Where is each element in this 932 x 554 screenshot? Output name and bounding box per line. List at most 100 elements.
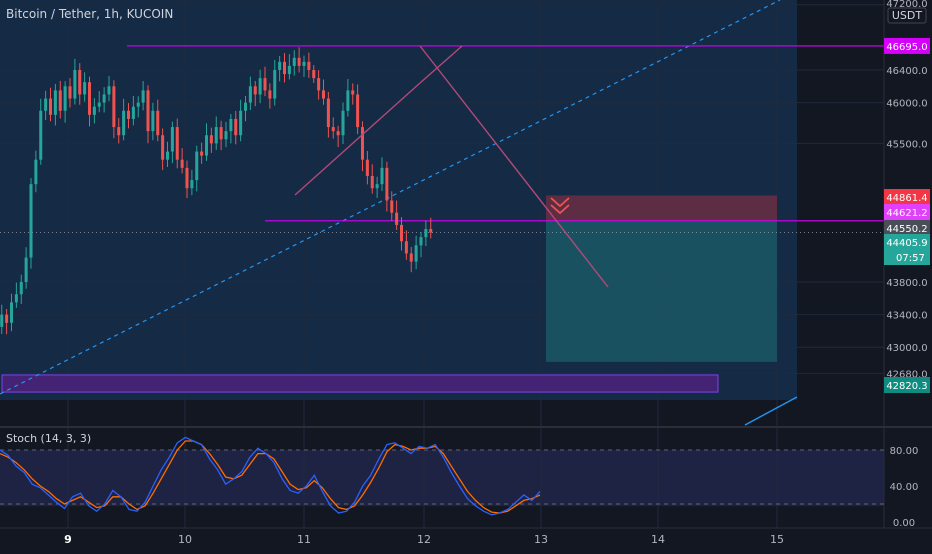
time-tick: 15 xyxy=(770,533,784,546)
candle-body xyxy=(346,90,350,111)
stoch-band xyxy=(0,450,884,506)
candle-body xyxy=(380,167,384,185)
candle-body xyxy=(73,70,77,99)
candle-body xyxy=(146,90,150,132)
candle-body xyxy=(399,224,404,242)
candle-body xyxy=(126,110,131,119)
currency-badge[interactable] xyxy=(887,7,927,24)
candle-body xyxy=(0,314,4,327)
candle-body xyxy=(268,90,272,99)
candle-body xyxy=(273,70,277,99)
candle-body xyxy=(195,151,199,181)
price-tick-labels: 46400.0 46000.0 45500.0 43800.0 43400.0 43000… xyxy=(886,0,927,380)
candle-body xyxy=(24,257,28,282)
candle-body xyxy=(336,131,340,136)
price-tag-text: 44405.9 xyxy=(886,238,927,249)
candle-body xyxy=(107,86,111,95)
pane-separator[interactable] xyxy=(0,426,932,428)
candle-body xyxy=(53,90,57,115)
candle-body xyxy=(307,61,311,70)
candle-body xyxy=(151,110,155,132)
candle-body xyxy=(414,245,418,262)
price-tag-text: 42820.3 xyxy=(886,381,927,392)
stoch-d-line xyxy=(0,440,541,514)
candle-body xyxy=(395,212,399,225)
candle-body xyxy=(29,184,33,258)
candle-body xyxy=(424,229,428,238)
stoch-tick: 0.00 xyxy=(893,518,915,529)
candle-body xyxy=(375,184,379,189)
candle-body xyxy=(200,151,204,156)
candle-body xyxy=(102,94,106,103)
price-tag-target[interactable] xyxy=(884,377,930,393)
candle-body xyxy=(287,65,291,75)
price-tag-text: 44621.2 xyxy=(886,208,927,219)
candle-body xyxy=(370,176,374,189)
stop-loss-zone[interactable] xyxy=(546,195,777,221)
currency-label: USDT xyxy=(892,9,923,22)
price-tag-last[interactable] xyxy=(884,234,930,250)
time-tick: 13 xyxy=(534,533,548,546)
candle-body xyxy=(229,118,233,132)
rising-wedge-extension[interactable] xyxy=(419,45,463,84)
stoch-label[interactable]: Stoch (14, 3, 3) xyxy=(6,432,91,445)
candle-body xyxy=(258,78,262,95)
candle-body xyxy=(92,106,96,115)
rising-wedge-line[interactable] xyxy=(294,82,421,196)
candle-body xyxy=(326,98,330,128)
candle-body xyxy=(248,86,252,103)
candle-body xyxy=(190,180,194,189)
candle-body xyxy=(390,200,394,213)
candle-body xyxy=(185,167,189,189)
price-tick: 43400.0 xyxy=(886,311,927,322)
candle-body xyxy=(161,135,165,160)
candle-body xyxy=(44,98,48,111)
price-tag-stop[interactable] xyxy=(884,189,930,205)
stoch-tick: 40.00 xyxy=(890,482,919,493)
price-tick: 46400.0 xyxy=(886,66,927,77)
price-tick: 45500.0 xyxy=(886,139,927,150)
down-chevron-icon xyxy=(550,204,570,215)
candle-body xyxy=(253,86,257,95)
stoch-tick: 80.00 xyxy=(890,446,919,457)
dashed-trend-line[interactable] xyxy=(0,0,781,395)
time-scale[interactable] xyxy=(0,528,932,550)
price-tick: 47200.0 xyxy=(886,0,927,10)
price-tick: 43800.0 xyxy=(886,278,927,289)
time-tick-labels: 9 10 11 12 13 14 15 xyxy=(64,533,784,546)
candle-body xyxy=(409,253,413,262)
price-tag-level[interactable] xyxy=(884,220,930,236)
candle-body xyxy=(141,90,145,103)
candle-body xyxy=(341,110,345,136)
candle-body xyxy=(48,98,53,115)
symbol-title[interactable]: Bitcoin / Tether, 1h, KUCOIN xyxy=(6,7,173,21)
candle-body xyxy=(68,86,72,99)
falling-trend-line[interactable] xyxy=(419,45,609,288)
time-tick: 14 xyxy=(651,533,665,546)
candle-body xyxy=(58,90,62,111)
candle-body xyxy=(404,241,408,254)
candle-body xyxy=(5,314,9,323)
candle-body xyxy=(331,127,335,132)
take-profit-zone[interactable] xyxy=(546,220,777,362)
candle-body xyxy=(209,135,213,144)
candle-body xyxy=(204,135,209,156)
candle-body xyxy=(170,127,174,152)
price-tag-entry[interactable] xyxy=(884,204,930,220)
candle-body xyxy=(385,167,389,201)
candle-body xyxy=(351,90,355,95)
candle-body xyxy=(14,294,18,303)
countdown-text: 07:57 xyxy=(896,253,925,264)
candle-body xyxy=(312,70,316,79)
price-tag-text: 44861.4 xyxy=(886,193,927,204)
candle-body xyxy=(302,61,306,66)
price-tag-text: 46695.0 xyxy=(886,42,927,53)
price-tag-resistance[interactable] xyxy=(884,37,930,54)
support-box[interactable] xyxy=(1,374,719,393)
price-tick: 43000.0 xyxy=(886,343,927,354)
candle-body xyxy=(112,86,116,128)
candle-body xyxy=(9,302,14,323)
blue-trend-stub[interactable] xyxy=(744,396,798,426)
candle-body xyxy=(78,70,82,95)
